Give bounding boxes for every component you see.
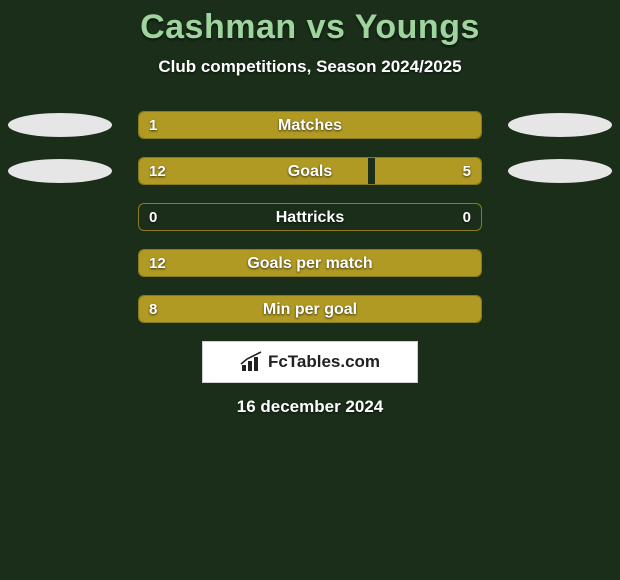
stat-rows: Matches1Goals125Hattricks00Goals per mat…	[0, 111, 620, 323]
stat-bar: Hattricks0 0	[138, 203, 482, 231]
stat-bar: Goals per match12	[138, 249, 482, 277]
stat-value-left: 12	[139, 158, 176, 185]
stat-row: Matches1	[0, 111, 620, 139]
date-text: 16 december 2024	[0, 397, 620, 417]
brand-box: FcTables.com	[202, 341, 418, 383]
page-title: Cashman vs Youngs	[0, 8, 620, 47]
stat-value-right: 5	[453, 158, 481, 185]
page-subtitle: Club competitions, Season 2024/2025	[0, 57, 620, 77]
player-right-marker	[508, 159, 612, 183]
stat-bar: Min per goal8	[138, 295, 482, 323]
stat-label: Hattricks	[139, 204, 481, 231]
bar-fill-left	[139, 296, 481, 322]
stat-row: Goals per match12	[0, 249, 620, 277]
stat-row: Min per goal8	[0, 295, 620, 323]
stat-value-left: 0	[139, 204, 167, 231]
bar-chart-icon	[240, 351, 264, 373]
stat-bar: Goals125	[138, 157, 482, 185]
player-left-marker	[8, 113, 112, 137]
stat-value-left: 1	[139, 112, 167, 139]
infographic-container: Cashman vs Youngs Club competitions, Sea…	[0, 0, 620, 417]
player-left-marker	[8, 159, 112, 183]
stat-row: Hattricks0 0	[0, 203, 620, 231]
bar-fill-left	[139, 112, 481, 138]
player-right-marker	[508, 113, 612, 137]
stat-row: Goals125	[0, 157, 620, 185]
stat-value-left: 8	[139, 296, 167, 323]
stat-bar: Matches1	[138, 111, 482, 139]
bar-fill-left	[139, 250, 481, 276]
stat-value-right: 0	[453, 204, 481, 231]
stat-value-left: 12	[139, 250, 176, 277]
brand-text: FcTables.com	[268, 352, 380, 372]
